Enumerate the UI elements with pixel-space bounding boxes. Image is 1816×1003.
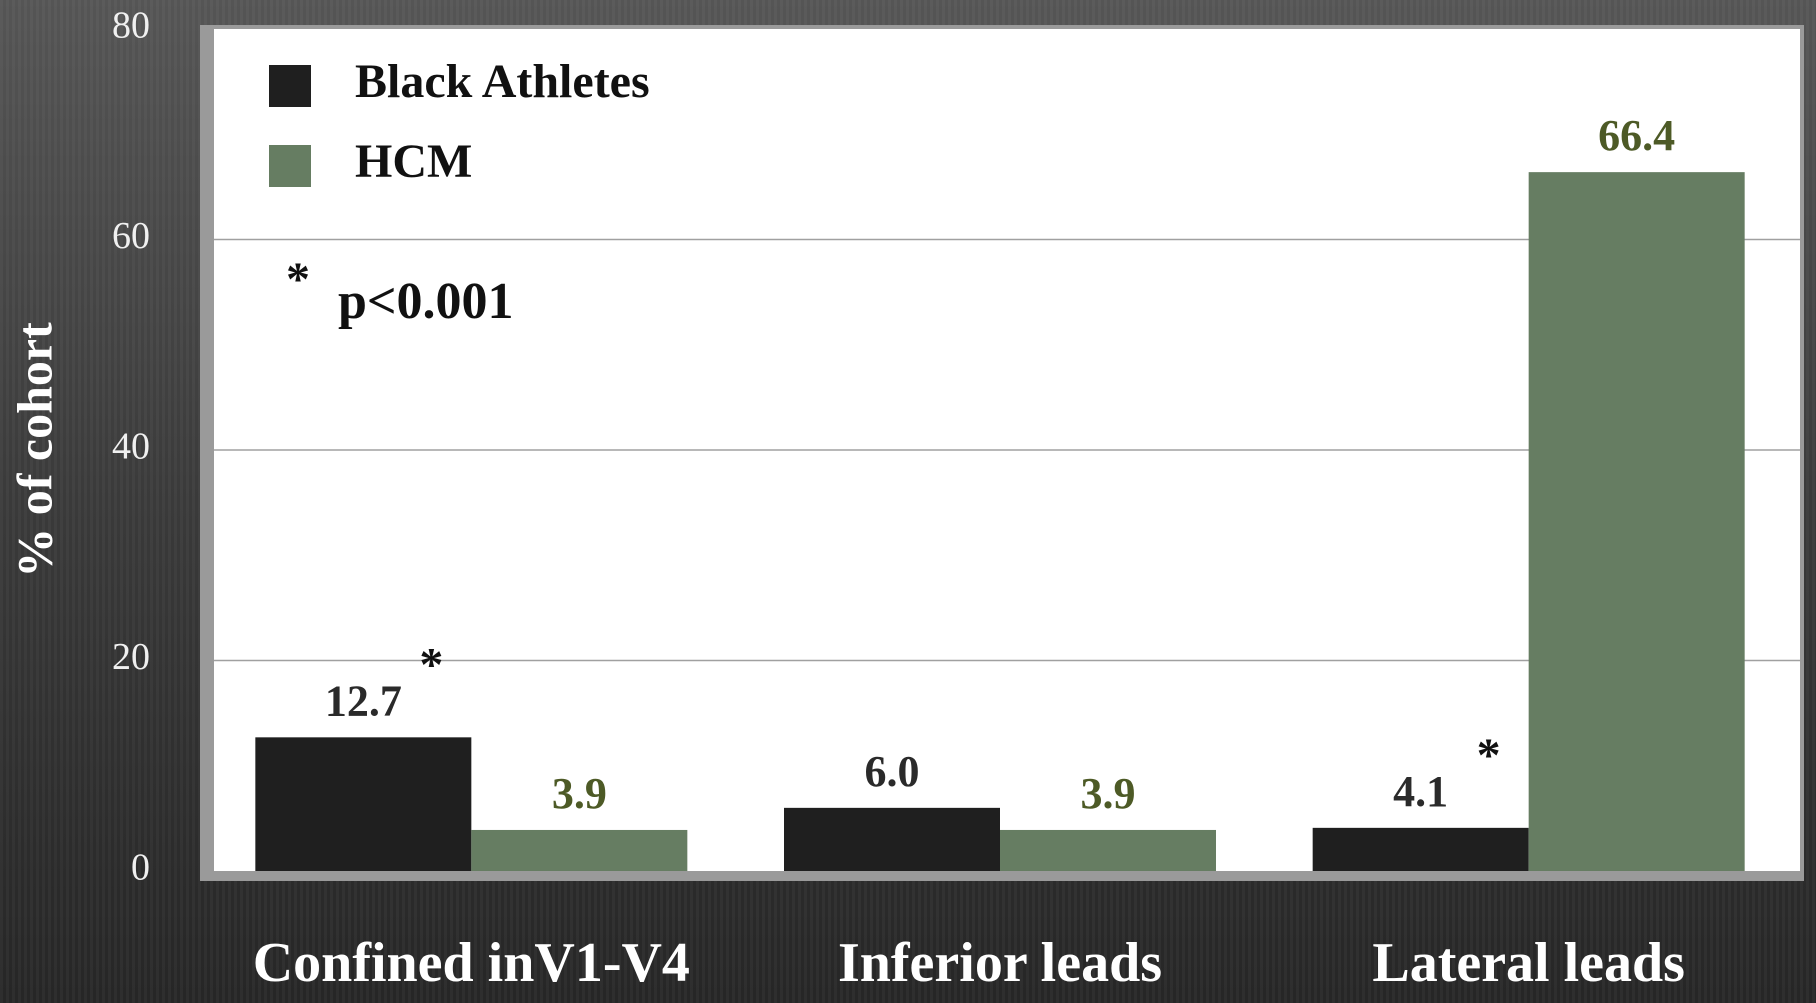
bar [784, 807, 1000, 871]
value-label: 3.9 [1081, 769, 1136, 818]
y-tick-label: 40 [112, 426, 150, 468]
value-label: 3.9 [552, 769, 607, 818]
value-label: 4.1 [1393, 767, 1448, 816]
x-tick-label: Inferior leads [838, 932, 1162, 994]
y-tick-label: 80 [112, 5, 150, 47]
bar [1528, 172, 1745, 871]
y-tick-label: 20 [112, 636, 150, 678]
legend-swatch [269, 65, 311, 107]
bar [1312, 827, 1529, 871]
bar [255, 737, 472, 871]
x-tick-label: Confined inV1-V4 [253, 932, 690, 994]
legend-swatch [269, 145, 311, 187]
x-tick-label: Lateral leads [1372, 932, 1685, 994]
legend-label: Black Athletes [355, 55, 650, 108]
significance-marker: * [419, 638, 443, 691]
bar [471, 829, 688, 871]
significance-marker: * [1477, 729, 1501, 782]
y-tick-label: 0 [131, 847, 150, 889]
legend-label: HCM [355, 135, 472, 188]
p-value-note: p<0.001 [338, 273, 514, 330]
value-label: 66.4 [1598, 111, 1675, 160]
y-tick-label: 60 [112, 215, 150, 257]
y-axis-label: % of cohort [6, 322, 62, 578]
value-label: 6.0 [865, 747, 920, 796]
value-label: 12.7 [325, 676, 402, 725]
significance-marker: * [286, 253, 310, 306]
bar [1000, 829, 1216, 871]
